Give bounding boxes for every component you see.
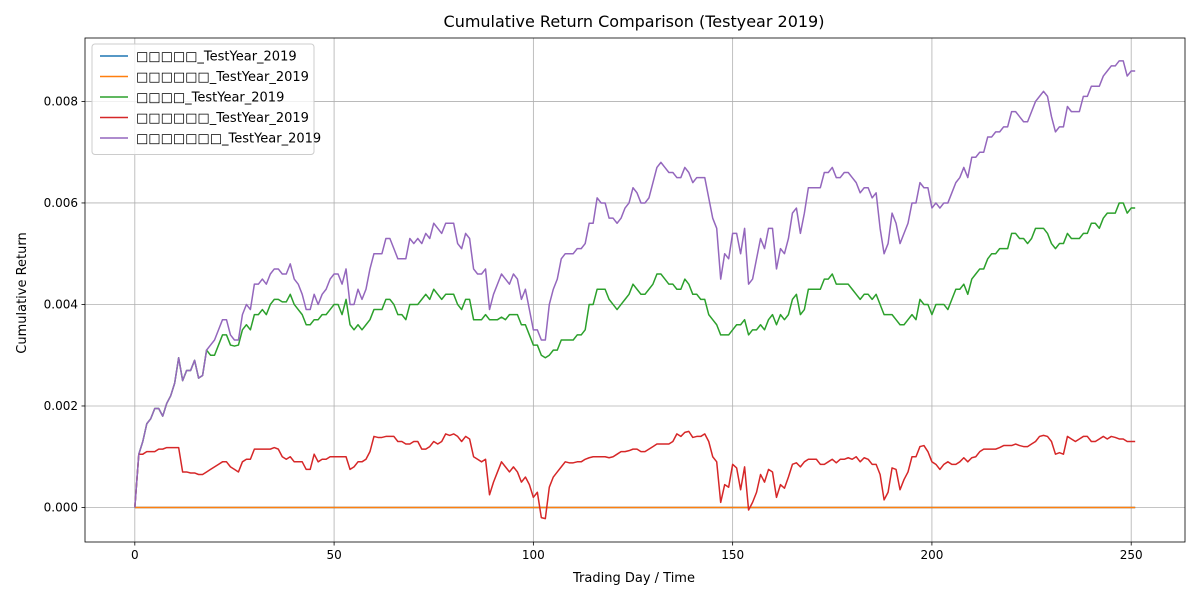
x-tick-label: 50 xyxy=(326,548,341,562)
legend-entry-label: □□□□_TestYear_2019 xyxy=(136,91,284,106)
y-axis-title: Cumulative Return xyxy=(15,232,30,353)
x-tick-label: 150 xyxy=(721,548,744,562)
x-tick-label: 250 xyxy=(1120,548,1143,562)
series-line-4 xyxy=(134,430,1136,520)
series-lines xyxy=(134,60,1136,520)
x-tick-label: 100 xyxy=(522,548,545,562)
y-tick-label: 0.006 xyxy=(44,196,78,210)
y-tick-label: 0.002 xyxy=(44,399,78,413)
legend-entry-label: □□□□□□_TestYear_2019 xyxy=(136,70,309,85)
y-tick-label: 0.008 xyxy=(44,94,78,108)
legend-box xyxy=(91,43,315,155)
legend-entry-label: □□□□□□□_TestYear_2019 xyxy=(136,132,321,147)
x-tick-label: 0 xyxy=(131,548,139,562)
legend-entry-label: □□□□□□_TestYear_2019 xyxy=(136,111,309,126)
plot-frame xyxy=(84,37,1186,543)
y-axis-ticks: 0.000 0.002 0.004 0.006 0.008 xyxy=(44,94,85,514)
chart-title: Cumulative Return Comparison (Testyear 2… xyxy=(444,12,825,31)
x-tick-label: 200 xyxy=(920,548,943,562)
y-tick-label: 0.004 xyxy=(44,297,78,311)
x-axis-ticks: 0 50 100 150 200 250 xyxy=(131,542,1143,562)
x-axis-title: Trading Day / Time xyxy=(572,571,695,586)
y-tick-label: 0.000 xyxy=(44,500,78,514)
series-line-3 xyxy=(134,202,1136,508)
legend: □□□□□_TestYear_2019 □□□□□□_TestYear_2019 □… xyxy=(91,43,321,155)
legend-entry-label: □□□□□_TestYear_2019 xyxy=(136,50,297,65)
series-line-5 xyxy=(134,60,1136,508)
